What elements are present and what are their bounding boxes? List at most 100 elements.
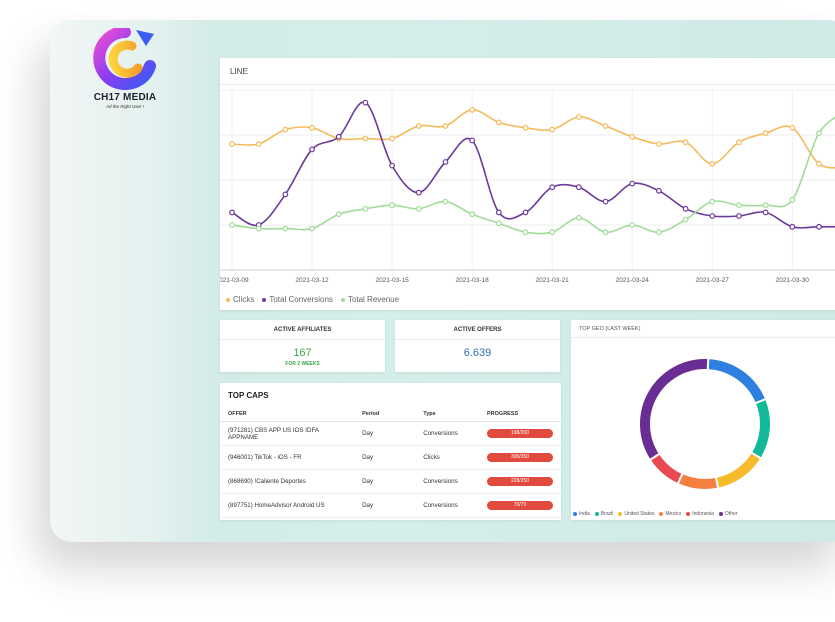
col-header-progress[interactable]: PROGRESS xyxy=(479,407,561,422)
data-point[interactable] xyxy=(682,205,689,212)
data-point[interactable] xyxy=(229,141,235,147)
data-point[interactable] xyxy=(362,135,369,142)
geo-legend-item[interactable]: India xyxy=(573,511,590,517)
data-point[interactable] xyxy=(709,160,716,167)
data-point[interactable] xyxy=(362,99,369,106)
data-point[interactable] xyxy=(549,229,556,236)
data-point[interactable] xyxy=(602,229,609,236)
data-point[interactable] xyxy=(709,198,716,205)
data-point[interactable] xyxy=(469,211,476,218)
data-point[interactable] xyxy=(736,202,742,209)
data-point[interactable] xyxy=(575,184,582,191)
data-point[interactable] xyxy=(629,133,636,140)
data-point[interactable] xyxy=(389,202,395,209)
geo-legend-item[interactable]: Brazil xyxy=(594,511,613,517)
legend-item-total-revenue[interactable]: Total Revenue xyxy=(340,295,399,304)
data-point[interactable] xyxy=(495,220,502,227)
data-point[interactable] xyxy=(575,114,582,120)
data-point[interactable] xyxy=(629,180,636,187)
data-point[interactable] xyxy=(575,214,582,221)
data-point[interactable] xyxy=(522,209,529,216)
geo-legend-item[interactable]: Other xyxy=(718,511,737,517)
data-point[interactable] xyxy=(736,213,742,219)
data-point[interactable] xyxy=(656,187,662,194)
data-point[interactable] xyxy=(522,229,529,236)
col-header-type[interactable]: Type xyxy=(415,407,479,422)
data-point[interactable] xyxy=(602,198,609,205)
data-point[interactable] xyxy=(415,123,422,129)
geo-legend-item[interactable]: United States xyxy=(618,511,654,517)
brand-logo-icon[interactable] xyxy=(92,28,162,90)
data-point[interactable] xyxy=(282,191,289,198)
divider xyxy=(220,84,835,85)
legend-item-clicks[interactable]: Clicks xyxy=(226,295,254,304)
table-row[interactable]: (868690) !Caliente Deportes Day Conversi… xyxy=(220,469,561,494)
series-line-total-conversions[interactable] xyxy=(231,101,835,229)
donut-slice-brazil[interactable] xyxy=(749,397,772,461)
data-point[interactable] xyxy=(229,209,235,216)
data-point[interactable] xyxy=(816,160,822,167)
data-point[interactable] xyxy=(255,225,262,232)
table-row[interactable]: (971281) CBS APP US IOS IDFA APPNAME Day… xyxy=(220,421,561,446)
data-point[interactable] xyxy=(309,146,315,153)
donut-slice-indonesia[interactable] xyxy=(648,452,684,486)
data-point[interactable] xyxy=(415,189,422,196)
data-point[interactable] xyxy=(682,139,689,146)
data-point[interactable] xyxy=(656,229,662,236)
data-point[interactable] xyxy=(549,184,556,191)
col-header-period[interactable]: Period xyxy=(354,407,416,422)
data-point[interactable] xyxy=(282,225,289,232)
line-chart[interactable]: 2021-03-09 2021-03-12 2021-03-15 2021-03-18… xyxy=(220,86,835,286)
sidebar xyxy=(50,20,220,542)
data-point[interactable] xyxy=(789,223,796,230)
data-point[interactable] xyxy=(656,141,662,147)
data-point[interactable] xyxy=(469,137,476,144)
data-point[interactable] xyxy=(709,213,716,219)
data-point[interactable] xyxy=(255,141,262,147)
table-row[interactable]: (946001) TikTok - iOS - FR Day Clicks 30… xyxy=(220,445,561,470)
series-line-clicks[interactable] xyxy=(231,108,835,169)
top-caps-card: TOP CAPS OFFER Period Type PROGRESS (971… xyxy=(220,383,561,520)
line-chart-title: LINE xyxy=(230,67,248,76)
x-tick-label: 2021-03-18 xyxy=(456,277,490,284)
data-point[interactable] xyxy=(816,223,822,230)
donut-slice-other[interactable] xyxy=(638,357,710,462)
data-point[interactable] xyxy=(762,202,769,209)
geo-donut-chart[interactable] xyxy=(571,340,835,510)
data-point[interactable] xyxy=(415,205,422,212)
legend-item-total-conversions[interactable]: Total Conversions xyxy=(262,295,333,304)
data-point[interactable] xyxy=(282,126,289,133)
data-point[interactable] xyxy=(522,124,529,131)
data-point[interactable] xyxy=(442,123,449,129)
data-point[interactable] xyxy=(362,205,369,212)
data-point[interactable] xyxy=(495,119,502,126)
data-point[interactable] xyxy=(389,135,395,142)
data-point[interactable] xyxy=(762,130,769,137)
data-point[interactable] xyxy=(736,139,742,146)
table-row[interactable]: (897751) HomeAdvisor Android US Day Conv… xyxy=(220,493,561,518)
data-point[interactable] xyxy=(549,126,556,133)
data-point[interactable] xyxy=(335,133,342,140)
geo-legend-item[interactable]: Indonesia xyxy=(686,511,714,517)
data-point[interactable] xyxy=(629,222,636,228)
data-point[interactable] xyxy=(682,216,689,223)
data-point[interactable] xyxy=(762,209,769,216)
data-point[interactable] xyxy=(789,196,796,203)
data-point[interactable] xyxy=(389,162,395,169)
data-point[interactable] xyxy=(309,124,315,131)
data-point[interactable] xyxy=(442,159,449,165)
data-point[interactable] xyxy=(602,123,609,129)
donut-slice-united-states[interactable] xyxy=(714,450,763,490)
donut-slice-india[interactable] xyxy=(706,357,768,405)
col-header-offer[interactable]: OFFER xyxy=(220,407,355,422)
data-point[interactable] xyxy=(469,106,476,113)
donut-slice-mexico[interactable] xyxy=(676,471,720,491)
geo-legend-item[interactable]: Mexico xyxy=(659,511,681,517)
data-point[interactable] xyxy=(442,198,449,205)
data-point[interactable] xyxy=(335,211,342,218)
data-point[interactable] xyxy=(495,209,502,216)
data-point[interactable] xyxy=(816,130,822,137)
data-point[interactable] xyxy=(309,225,315,232)
data-point[interactable] xyxy=(229,222,235,228)
data-point[interactable] xyxy=(789,124,796,131)
